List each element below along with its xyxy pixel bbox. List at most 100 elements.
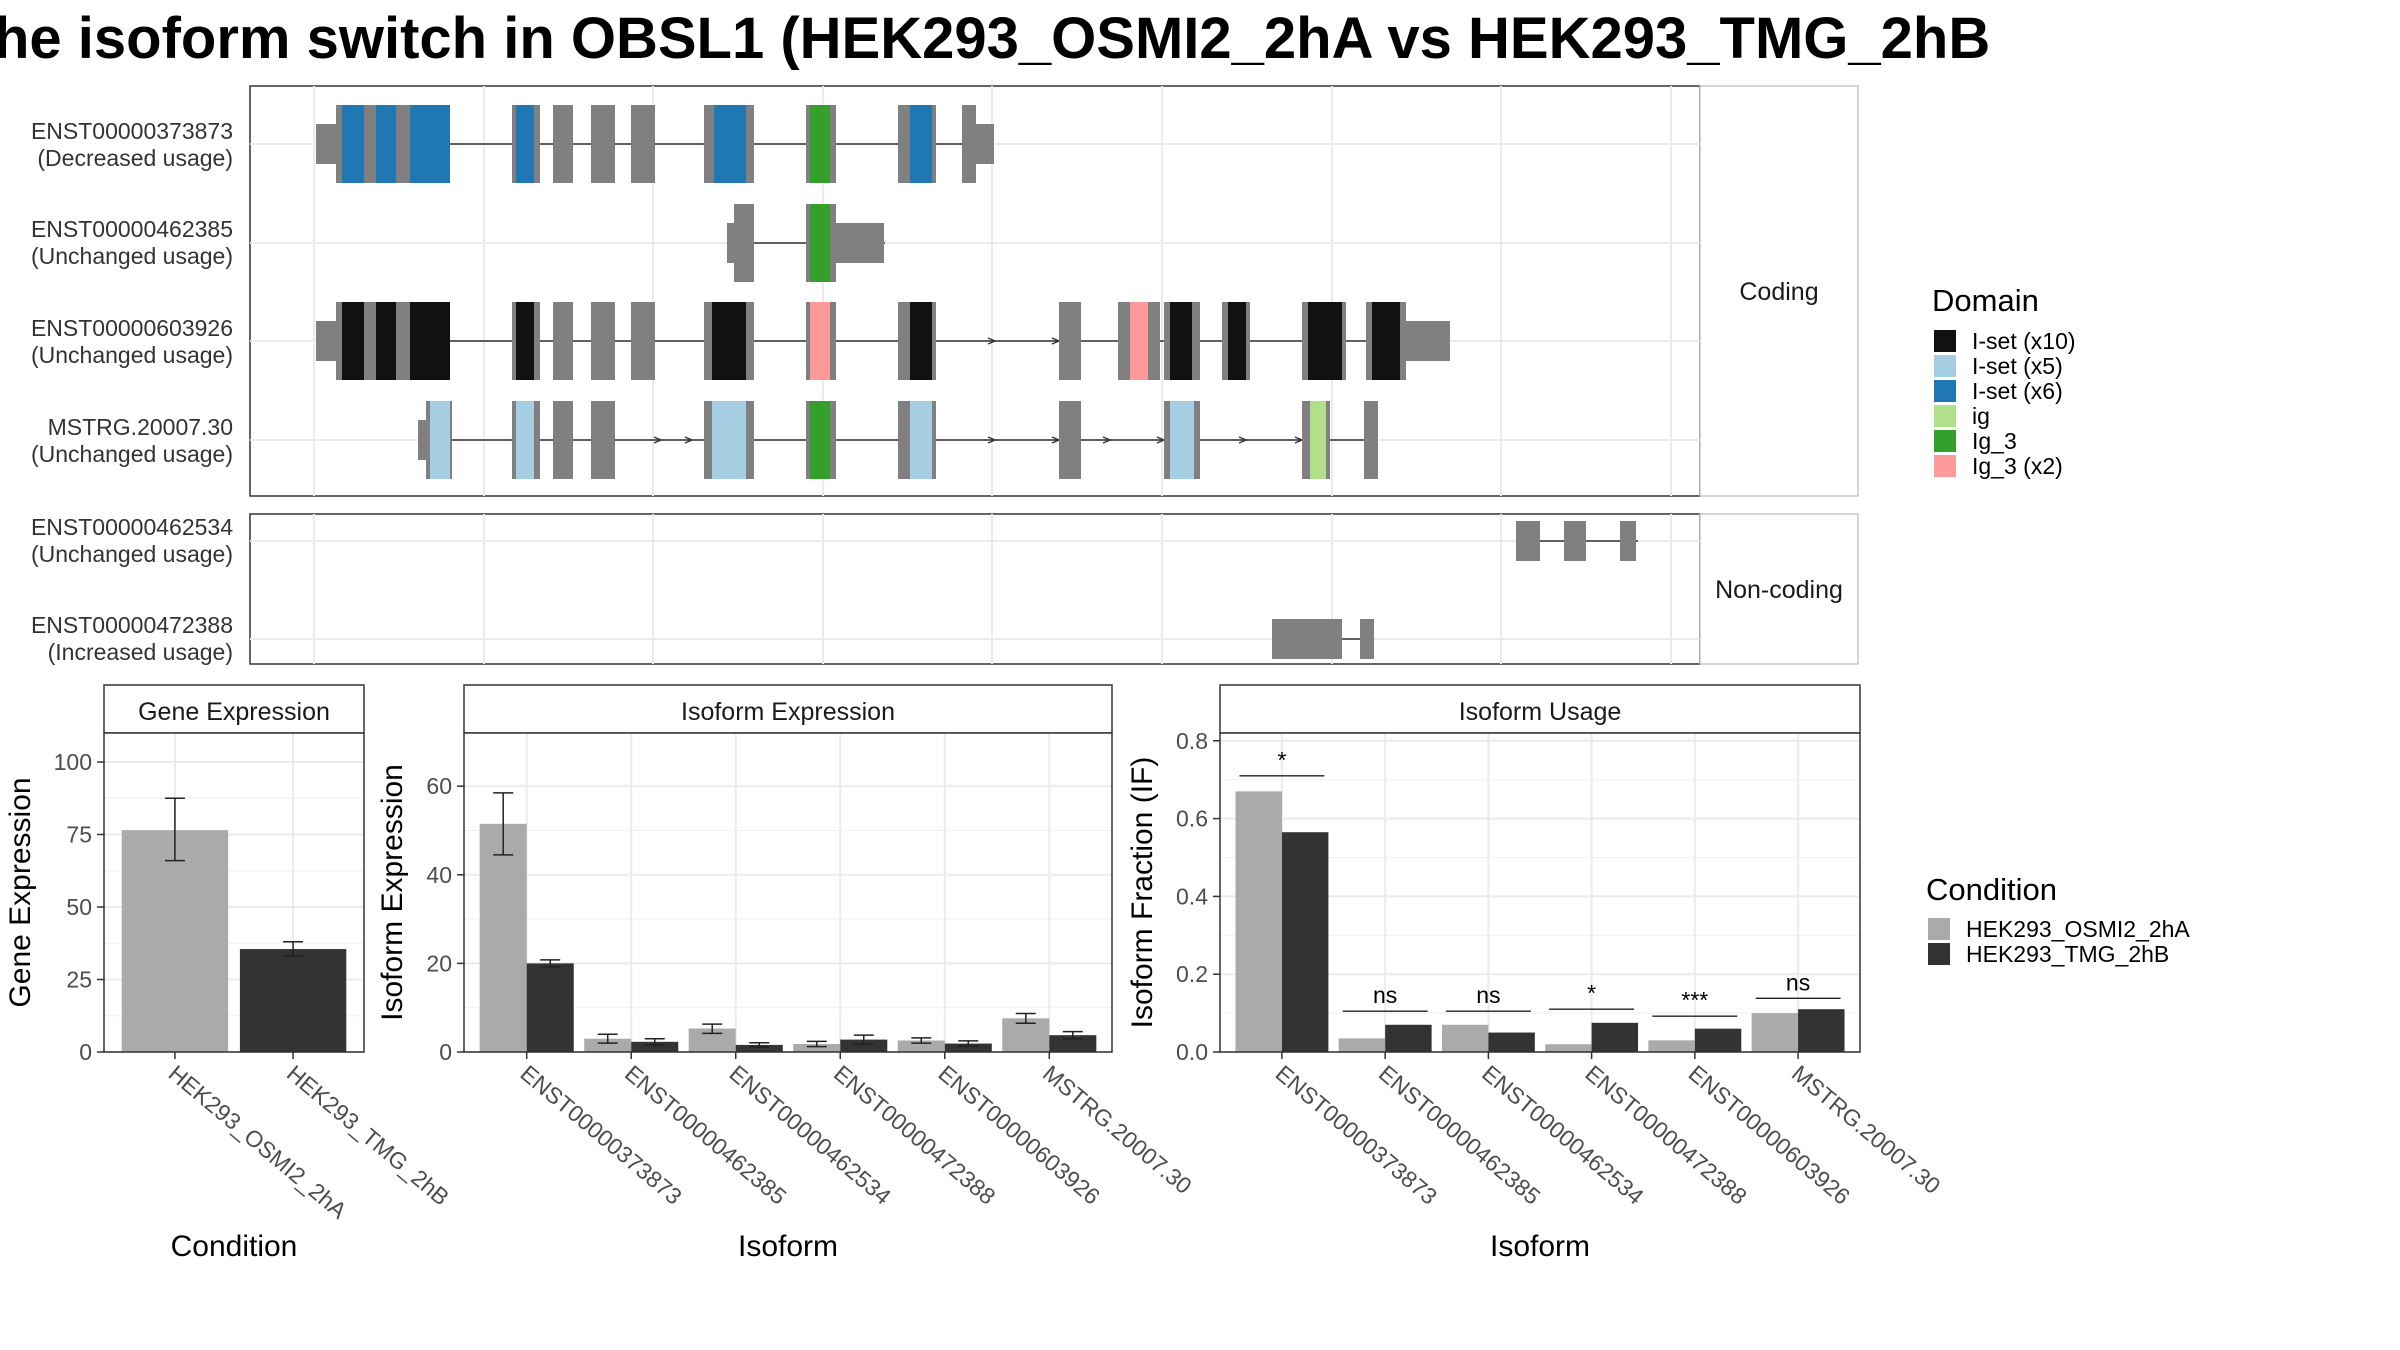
facet-strip	[463, 684, 1113, 734]
bar	[1798, 1009, 1845, 1052]
y-axis-title: Gene Expression	[4, 777, 37, 1007]
isoform-label-usage: (Decreased usage)	[37, 145, 233, 171]
exon-block	[1516, 521, 1540, 561]
exon-block	[1360, 619, 1374, 659]
x-axis-title: Isoform	[1490, 1230, 1590, 1263]
noncoding-panel-grid	[250, 514, 1700, 664]
significance-label: *	[1277, 747, 1286, 773]
bar	[479, 823, 527, 1052]
bar	[1591, 1022, 1639, 1052]
exon-block	[376, 302, 396, 380]
y-tick-label: 50	[66, 894, 92, 920]
exon-block	[631, 302, 655, 380]
exon-block	[727, 223, 735, 263]
exon-block	[810, 401, 830, 479]
direction-arrow	[684, 436, 694, 444]
exon-block	[316, 321, 336, 361]
bar	[526, 963, 574, 1052]
domain-legend-swatch	[1934, 355, 1956, 377]
domain-legend-swatch	[1934, 330, 1956, 352]
exon-block	[553, 401, 573, 479]
isoform-label-usage: (Increased usage)	[48, 639, 233, 665]
exon-block	[342, 302, 364, 380]
plot-frame	[1219, 732, 1861, 1053]
exon-block	[591, 105, 615, 183]
plot-frame	[103, 732, 365, 1053]
isoform-label-id: ENST00000462385	[31, 216, 233, 242]
y-tick-label: 0.8	[1176, 728, 1208, 754]
isoform-label-usage: (Unchanged usage)	[31, 342, 233, 368]
domain-legend-label: Ig_3 (x2)	[1972, 453, 2063, 479]
isoform-label-id: MSTRG.20007.30	[48, 414, 233, 440]
exon-block	[810, 105, 830, 183]
y-tick-label: 0	[79, 1039, 92, 1065]
bar	[584, 1038, 632, 1052]
exon-block	[810, 204, 830, 282]
y-axis-title: Isoform Expression	[376, 764, 409, 1021]
exon-block	[1308, 302, 1342, 380]
bar	[735, 1044, 783, 1052]
coding-structure-panel: Coding	[249, 85, 1859, 497]
bar	[1441, 1024, 1489, 1052]
bar	[1694, 1028, 1742, 1052]
exon-block	[410, 302, 450, 380]
isoform-usage-chart: Isoform Usage*ns ns * ***ns0.00.20.40.60.8E…	[1126, 684, 1946, 1263]
bar	[688, 1028, 736, 1052]
domain-legend-label: I-set (x6)	[1972, 378, 2063, 404]
domain-legend-label: ig	[1972, 403, 1990, 429]
exon-block	[1170, 401, 1194, 479]
bar	[1648, 1040, 1695, 1052]
y-tick-label: 100	[54, 749, 92, 775]
bar	[1751, 1013, 1799, 1052]
x-axis-title: Condition	[171, 1230, 298, 1263]
domain-legend-swatch	[1934, 405, 1956, 427]
exon-block	[962, 105, 976, 183]
exon-block	[1564, 521, 1586, 561]
exon-block	[712, 302, 746, 380]
direction-arrow	[653, 436, 663, 444]
exon-block	[1130, 302, 1148, 380]
y-tick-label: 25	[66, 967, 92, 993]
exon-block	[910, 105, 932, 183]
exon-block	[1059, 302, 1081, 380]
domain-legend-swatch	[1934, 455, 1956, 477]
exon-block	[516, 401, 534, 479]
exon-block	[1228, 302, 1246, 380]
exon-block	[376, 105, 396, 183]
significance-label: ns	[1373, 982, 1397, 1008]
exon-block	[810, 302, 830, 380]
noncoding-isoform-labels: ENST00000462534 (Unchanged usage) ENST00…	[31, 514, 233, 665]
significance-label: *	[1587, 980, 1596, 1006]
exon-block	[410, 105, 450, 183]
domain-legend-label: I-set (x5)	[1972, 353, 2063, 379]
y-tick-label: 0.6	[1176, 806, 1208, 832]
significance-label: ns	[1786, 969, 1810, 995]
exon-block	[712, 401, 746, 479]
direction-arrow	[1238, 436, 1248, 444]
exon-block	[553, 302, 573, 380]
bar	[121, 830, 229, 1052]
facet-strip-title: Isoform Expression	[681, 698, 895, 726]
condition-legend-title: Condition	[1926, 872, 2057, 907]
bar	[793, 1044, 841, 1052]
exon-block	[553, 105, 573, 183]
exon-block	[591, 401, 615, 479]
bar	[1338, 1038, 1386, 1052]
domain-legend-label: Ig_3	[1972, 428, 2017, 454]
isoform-label-usage: (Unchanged usage)	[31, 541, 233, 567]
x-axis-title: Isoform	[738, 1230, 838, 1263]
isoform-expression-chart: Isoform Expression0204060ENST00000373873…	[376, 684, 1197, 1263]
figure-title: he isoform switch in OBSL1 (HEK293_OSMI2…	[0, 6, 1990, 71]
condition-legend-label: HEK293_OSMI2_2hA	[1966, 916, 2190, 942]
exon-block	[1372, 302, 1400, 380]
exon-block	[631, 105, 655, 183]
exon-block	[836, 223, 884, 263]
domain-legend-title: Domain	[1932, 283, 2039, 318]
y-tick-label: 0.4	[1176, 883, 1208, 909]
exon-block	[1059, 401, 1081, 479]
plot-frame	[463, 732, 1113, 1053]
bar	[1545, 1044, 1592, 1052]
facet-strip	[103, 684, 365, 734]
